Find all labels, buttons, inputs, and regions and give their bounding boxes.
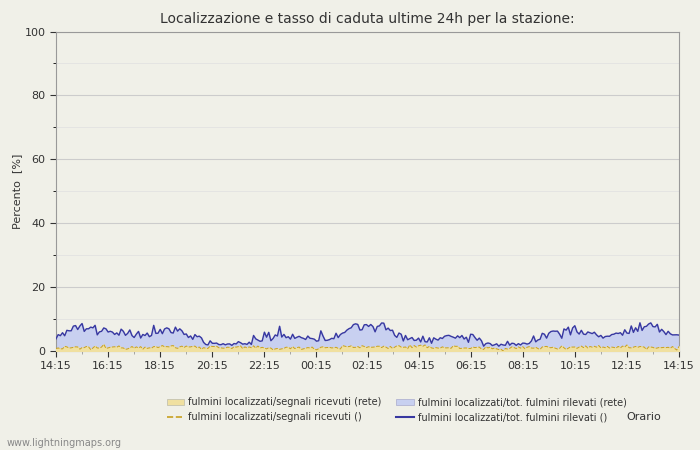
Y-axis label: Percento  [%]: Percento [%] xyxy=(12,153,22,229)
Text: Orario: Orario xyxy=(626,412,662,422)
Legend: fulmini localizzati/segnali ricevuti (rete), fulmini localizzati/segnali ricevut: fulmini localizzati/segnali ricevuti (re… xyxy=(167,397,626,422)
Title: Localizzazione e tasso di caduta ultime 24h per la stazione:: Localizzazione e tasso di caduta ultime … xyxy=(160,12,575,26)
Text: www.lightningmaps.org: www.lightningmaps.org xyxy=(7,438,122,448)
